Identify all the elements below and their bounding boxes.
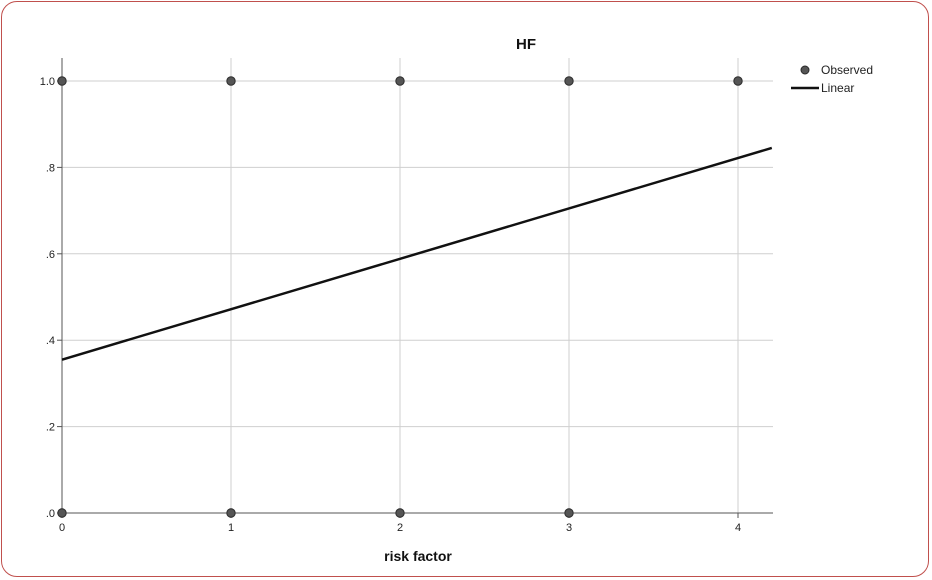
y-tick-label: 1.0 — [40, 76, 55, 88]
y-tick-label: .8 — [46, 162, 55, 174]
x-tick-label: 2 — [397, 522, 403, 534]
legend-linear-label: Linear — [821, 81, 854, 95]
observed-point — [57, 76, 67, 86]
observed-point — [57, 508, 67, 518]
series-marks — [57, 76, 773, 518]
x-tick-label: 1 — [228, 522, 234, 534]
axes — [57, 58, 773, 518]
y-tick-label: .4 — [46, 335, 55, 347]
x-axis-label: risk factor — [384, 548, 452, 564]
observed-point — [226, 76, 236, 86]
observed-point — [395, 76, 405, 86]
y-tick-labels: .0 .2 .4 .6 .8 1.0 — [40, 76, 55, 520]
y-tick-label: .0 — [46, 508, 55, 520]
fit-line-linear — [61, 146, 773, 361]
observed-point — [226, 508, 236, 518]
x-tick-label: 0 — [59, 522, 65, 534]
y-tick-label: .2 — [46, 422, 55, 434]
legend-observed-marker — [800, 65, 810, 75]
grid — [62, 58, 773, 513]
x-tick-label: 3 — [566, 522, 572, 534]
observed-point — [733, 76, 743, 86]
observed-point — [564, 508, 574, 518]
legend: Observed Linear — [791, 63, 873, 95]
observed-point — [564, 76, 574, 86]
legend-observed-label: Observed — [821, 63, 873, 77]
chart-title: HF — [516, 36, 536, 53]
observed-point — [395, 508, 405, 518]
x-tick-labels: 0 1 2 3 4 — [59, 522, 741, 534]
x-tick-label: 4 — [735, 522, 741, 534]
y-tick-label: .6 — [46, 249, 55, 261]
